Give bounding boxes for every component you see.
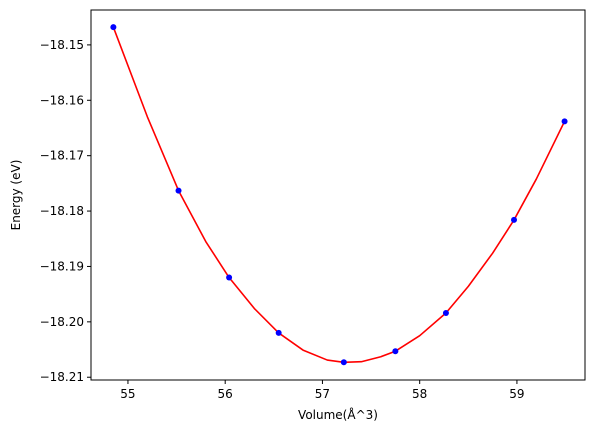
data-point (392, 348, 399, 355)
x-axis: 55 56 57 58 59 (120, 380, 525, 401)
data-point (110, 24, 117, 31)
x-tick-label: 55 (120, 387, 135, 401)
x-tick-label: 59 (509, 387, 524, 401)
y-axis: −18.15 −18.16 −18.17 −18.18 −18.19 −18.20 −18.… (40, 38, 91, 384)
data-points-layer (110, 24, 568, 366)
fit-curve-line (112, 26, 566, 364)
data-point (511, 216, 518, 223)
data-point (561, 118, 568, 125)
data-point (175, 187, 182, 194)
data-point (340, 359, 347, 366)
y-tick-label: −18.16 (40, 93, 84, 107)
y-tick-label: −18.17 (40, 149, 84, 163)
data-point (275, 329, 282, 336)
y-tick-label: −18.15 (40, 38, 84, 52)
y-tick-label: −18.19 (40, 259, 84, 273)
y-tick-label: −18.20 (40, 315, 84, 329)
y-tick-label: −18.18 (40, 204, 84, 218)
x-axis-title: Volume(Å^3) (298, 407, 378, 422)
x-tick-label: 58 (412, 387, 427, 401)
data-point (442, 309, 449, 316)
data-point (226, 274, 233, 281)
plot-area-frame (90, 9, 586, 381)
x-tick-label: 56 (218, 387, 233, 401)
fit-curve-layer (112, 26, 566, 364)
y-axis-title: Energy (eV) (9, 160, 23, 231)
y-tick-label: −18.21 (40, 370, 84, 384)
x-tick-label: 57 (315, 387, 330, 401)
